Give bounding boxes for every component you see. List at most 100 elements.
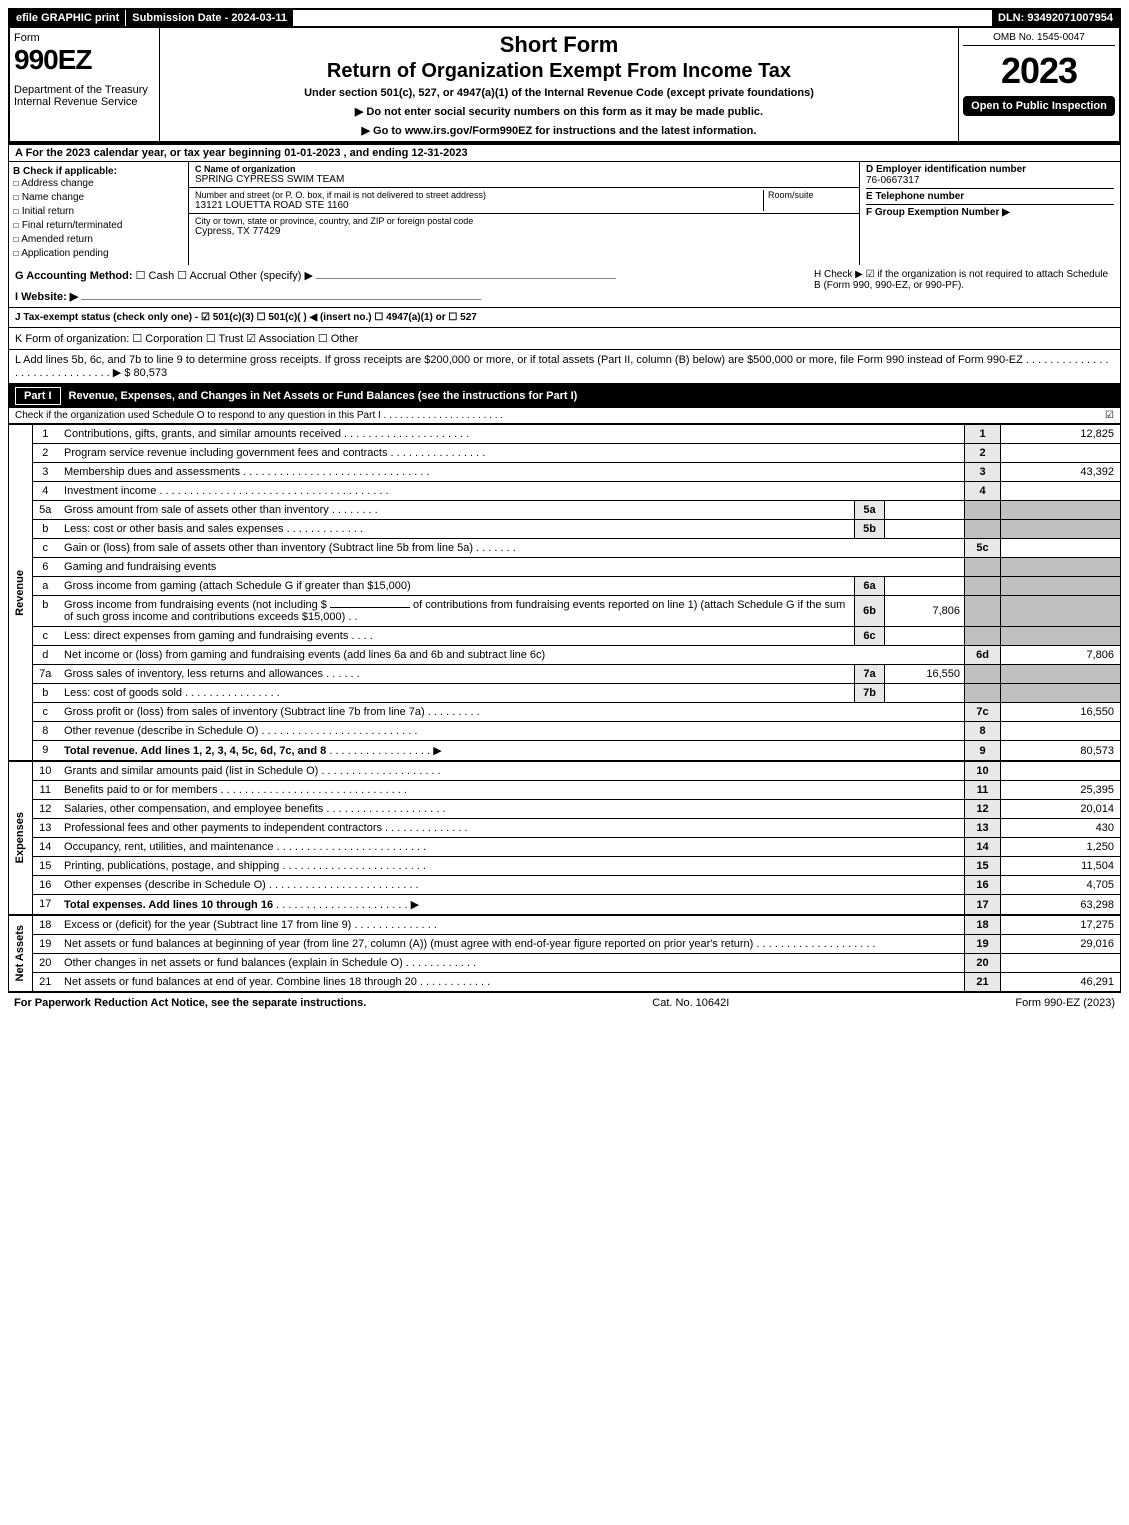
accounting-method-opts[interactable]: ☐ Cash ☐ Accrual Other (specify) ▶ [136, 270, 313, 282]
line-21: 21Net assets or fund balances at end of … [32, 973, 1120, 992]
form-of-org[interactable]: K Form of organization: ☐ Corporation ☐ … [15, 333, 358, 345]
cb-final-return[interactable]: ☐ Final return/terminated [13, 219, 184, 233]
line-17: 17Total expenses. Add lines 10 through 1… [32, 895, 1120, 915]
line-6: 6Gaming and fundraising events [32, 558, 1120, 577]
tax-exempt-status[interactable]: J Tax-exempt status (check only one) - ☑… [15, 312, 477, 323]
line-4: 4Investment income . . . . . . . . . . .… [32, 482, 1120, 501]
part-i-note: Check if the organization used Schedule … [8, 408, 1121, 424]
header-center: Short Form Return of Organization Exempt… [160, 28, 959, 141]
line-7b: bLess: cost of goods sold . . . . . . . … [32, 684, 1120, 703]
line-1: 1Contributions, gifts, grants, and simil… [32, 425, 1120, 444]
col-b-checkboxes: B Check if applicable: ☐ Address change … [9, 162, 189, 265]
cb-initial-return[interactable]: ☐ Initial return [13, 205, 184, 219]
form-number: 990EZ [14, 44, 155, 76]
amt-3: 43,392 [1001, 463, 1121, 482]
amt-9: 80,573 [1001, 741, 1121, 761]
short-form-title: Short Form [168, 32, 950, 58]
org-name: SPRING CYPRESS SWIM TEAM [195, 174, 853, 185]
expenses-section: Expenses 10Grants and similar amounts pa… [8, 761, 1121, 915]
row-k: K Form of organization: ☐ Corporation ☐ … [8, 328, 1121, 350]
line-15: 15Printing, publications, postage, and s… [32, 857, 1120, 876]
room-label: Room/suite [768, 190, 853, 200]
line-19: 19Net assets or fund balances at beginni… [32, 935, 1120, 954]
row-g: G Accounting Method: ☐ Cash ☐ Accrual Ot… [8, 265, 1121, 308]
header-bcd: B Check if applicable: ☐ Address change … [8, 162, 1121, 265]
cb-application-pending[interactable]: ☐ Application pending [13, 247, 184, 261]
col-d: D Employer identification number 76-0667… [860, 162, 1120, 265]
line-5b: bLess: cost or other basis and sales exp… [32, 520, 1120, 539]
revenue-section: Revenue 1Contributions, gifts, grants, a… [8, 424, 1121, 761]
amt-16: 4,705 [1001, 876, 1121, 895]
cb-address-change[interactable]: ☐ Address change [13, 177, 184, 191]
col-c: C Name of organization SPRING CYPRESS SW… [189, 162, 860, 265]
line-6b: bGross income from fundraising events (n… [32, 596, 1120, 627]
open-public-badge: Open to Public Inspection [963, 96, 1115, 116]
expenses-vert-label: Expenses [8, 762, 32, 915]
paperwork-notice: For Paperwork Reduction Act Notice, see … [14, 997, 366, 1009]
amt-21: 46,291 [1001, 973, 1121, 992]
return-title: Return of Organization Exempt From Incom… [168, 60, 950, 83]
street-value: 13121 LOUETTA ROAD STE 1160 [195, 200, 763, 211]
website-label: I Website: ▶ [15, 291, 78, 303]
line-6c: cLess: direct expenses from gaming and f… [32, 627, 1120, 646]
line-3: 3Membership dues and assessments . . . .… [32, 463, 1120, 482]
part-i-label: Part I [15, 387, 61, 405]
line-13: 13Professional fees and other payments t… [32, 819, 1120, 838]
amt-5c [1001, 539, 1121, 558]
amt-14: 1,250 [1001, 838, 1121, 857]
amt-12: 20,014 [1001, 800, 1121, 819]
amt-10 [1001, 762, 1121, 781]
line-18: 18Excess or (deficit) for the year (Subt… [32, 916, 1120, 935]
form-header: Form 990EZ Department of the Treasury In… [8, 28, 1121, 143]
form-word: Form [14, 32, 155, 44]
header-subtitle: Under section 501(c), 527, or 4947(a)(1)… [168, 87, 950, 99]
row-l-text: L Add lines 5b, 6c, and 7b to line 9 to … [15, 354, 1108, 379]
line-14: 14Occupancy, rent, utilities, and mainte… [32, 838, 1120, 857]
row-l-amount: 80,573 [134, 367, 168, 379]
netassets-vert-label: Net Assets [8, 916, 32, 992]
line-10: 10Grants and similar amounts paid (list … [32, 762, 1120, 781]
tax-year: 2023 [963, 50, 1115, 92]
line-5c: cGain or (loss) from sale of assets othe… [32, 539, 1120, 558]
phone-label: E Telephone number [866, 191, 964, 202]
amt-15: 11,504 [1001, 857, 1121, 876]
header-left: Form 990EZ Department of the Treasury In… [10, 28, 160, 141]
row-l: L Add lines 5b, 6c, and 7b to line 9 to … [8, 350, 1121, 384]
line-8: 8Other revenue (describe in Schedule O) … [32, 722, 1120, 741]
netassets-section: Net Assets 18Excess or (deficit) for the… [8, 915, 1121, 992]
line-6d: dNet income or (loss) from gaming and fu… [32, 646, 1120, 665]
col-b-heading: B Check if applicable: [13, 166, 117, 177]
amt-11: 25,395 [1001, 781, 1121, 800]
part-i-title: Revenue, Expenses, and Changes in Net As… [69, 390, 578, 402]
ein-label: D Employer identification number [866, 164, 1026, 175]
amt-8 [1001, 722, 1121, 741]
goto-link[interactable]: ▶ Go to www.irs.gov/Form990EZ for instru… [168, 124, 950, 137]
amt-6d: 7,806 [1001, 646, 1121, 665]
line-20: 20Other changes in net assets or fund ba… [32, 954, 1120, 973]
line-9: 9Total revenue. Add lines 1, 2, 3, 4, 5c… [32, 741, 1120, 761]
amt-4 [1001, 482, 1121, 501]
omb-number: OMB No. 1545-0047 [963, 32, 1115, 46]
street-label: Number and street (or P. O. box, if mail… [195, 190, 763, 200]
section-a: A For the 2023 calendar year, or tax yea… [8, 143, 1121, 162]
amt-1: 12,825 [1001, 425, 1121, 444]
amt-7c: 16,550 [1001, 703, 1121, 722]
revenue-table: 1Contributions, gifts, grants, and simil… [32, 425, 1121, 761]
line-12: 12Salaries, other compensation, and empl… [32, 800, 1120, 819]
efile-label[interactable]: efile GRAPHIC print [10, 10, 125, 26]
amt-2 [1001, 444, 1121, 463]
city-value: Cypress, TX 77429 [195, 226, 853, 237]
page-footer: For Paperwork Reduction Act Notice, see … [8, 992, 1121, 1013]
amt-20 [1001, 954, 1121, 973]
row-j: J Tax-exempt status (check only one) - ☑… [8, 308, 1121, 328]
revenue-vert-label: Revenue [8, 425, 32, 761]
ssn-warning: ▶ Do not enter social security numbers o… [168, 105, 950, 118]
cb-amended-return[interactable]: ☐ Amended return [13, 233, 184, 247]
cb-name-change[interactable]: ☐ Name change [13, 191, 184, 205]
c-name-label: C Name of organization [195, 164, 296, 174]
amt-17: 63,298 [1001, 895, 1121, 915]
line-11: 11Benefits paid to or for members . . . … [32, 781, 1120, 800]
line-16: 16Other expenses (describe in Schedule O… [32, 876, 1120, 895]
part-i-checkbox[interactable]: ☑ [1105, 410, 1114, 421]
line-6a: aGross income from gaming (attach Schedu… [32, 577, 1120, 596]
